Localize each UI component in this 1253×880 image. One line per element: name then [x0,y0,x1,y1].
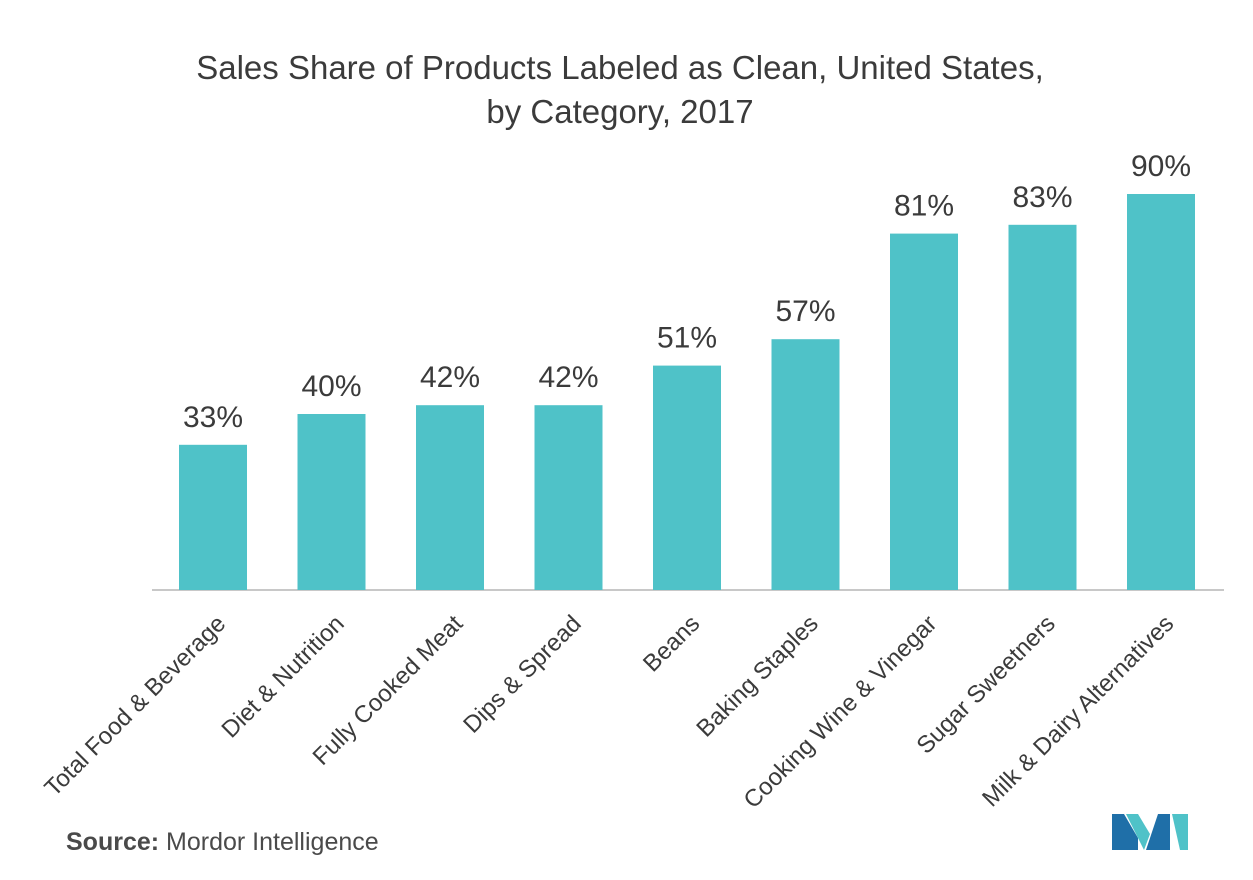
category-label-8: Milk & Dairy Alternatives [977,610,1179,812]
value-label-5: 57% [775,295,835,328]
value-label-8: 90% [1131,150,1191,183]
value-labels-group: 33% 40% 42% 42% 51% 57% 81% 83% 90% [183,150,1191,434]
value-label-2: 42% [420,361,480,394]
chart-subtitle: by Category, 2017 [486,93,754,130]
source-label: Source: [66,828,160,856]
category-label-5: Baking Staples [691,610,823,742]
chart-title: Sales Share of Products Labeled as Clean… [120,46,1120,134]
category-label-6: Cooking Wine & Vinegar [739,610,943,814]
value-label-0: 33% [183,401,243,434]
bar-5 [771,339,840,590]
bar-2 [416,405,484,590]
bar-0 [179,444,247,590]
bar-3 [534,405,603,590]
value-label-1: 40% [301,370,361,403]
value-label-7: 83% [1012,181,1072,214]
category-label-4: Beans [638,610,705,677]
chart-title-line-1: Sales Share of Products Labeled as Clean… [196,49,1044,86]
category-label-3: Dips & Spread [458,610,587,739]
bars-group [179,194,1195,591]
bar-6 [890,233,958,590]
bar-1 [297,414,366,590]
value-label-4: 51% [657,322,717,355]
source-text: Mordor Intelligence [166,828,379,856]
category-label-1: Diet & Nutrition [217,610,350,743]
bar-4 [653,365,721,590]
mordor-intelligence-logo-icon [1112,814,1188,850]
source-note: Source: Mordor Intelligence [66,828,379,857]
value-label-3: 42% [538,361,598,394]
value-label-6: 81% [894,190,954,223]
bar-8 [1127,194,1195,590]
category-label-0: Total Food & Beverage [40,610,232,802]
bar-7 [1008,224,1077,591]
